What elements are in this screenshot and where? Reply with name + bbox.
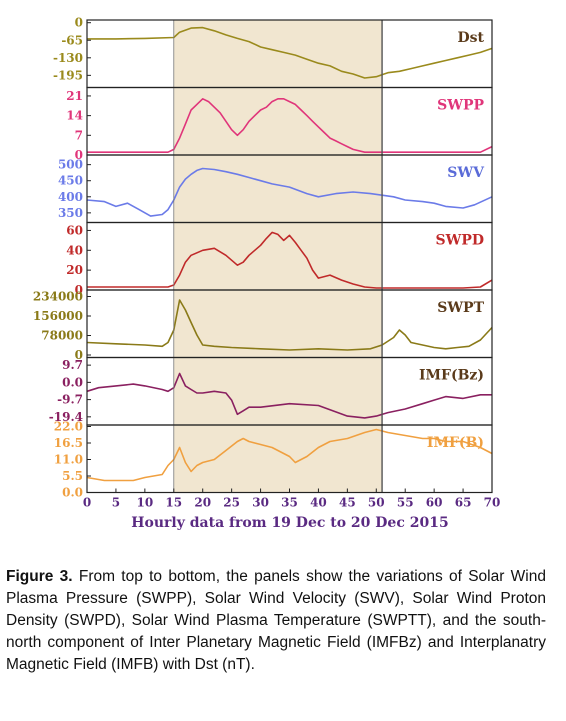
y-tick-label: 156000 bbox=[33, 309, 83, 323]
x-tick-label: 15 bbox=[165, 496, 182, 510]
y-tick-label: 14 bbox=[66, 109, 83, 123]
series-line bbox=[87, 26, 493, 79]
y-tick-label: -130 bbox=[53, 51, 83, 65]
y-tick-label: 22.0 bbox=[54, 420, 83, 434]
y-tick-label: 7 bbox=[75, 128, 83, 142]
x-tick-label: 40 bbox=[310, 496, 327, 510]
x-tick-label: 5 bbox=[112, 496, 120, 510]
series-line bbox=[86, 299, 493, 351]
event-highlight-band bbox=[173, 20, 383, 493]
x-tick-label: 55 bbox=[397, 496, 414, 510]
y-tick-label: 400 bbox=[58, 190, 83, 204]
y-tick-label: 40 bbox=[66, 243, 83, 257]
figure-label: Figure 3. bbox=[6, 568, 73, 585]
y-tick-label: -65 bbox=[61, 33, 83, 47]
series-line bbox=[86, 167, 493, 217]
panel-imf-bz: 9.7 0.0 -9.7 -19.4 IMF(Bz) bbox=[49, 356, 493, 426]
panel-swpd: 60 40 20 0 SWPD bbox=[66, 221, 493, 297]
panel-title: SWPP bbox=[437, 98, 484, 114]
figure-caption-text: From top to bottom, the panels show the … bbox=[6, 568, 546, 673]
y-tick-label: 0 bbox=[75, 16, 83, 30]
series-line bbox=[86, 428, 493, 482]
y-tick-label: 350 bbox=[58, 206, 83, 220]
x-tick-label: 30 bbox=[252, 496, 269, 510]
y-tick-label: 21 bbox=[66, 89, 83, 103]
x-tick-label: 10 bbox=[137, 496, 154, 510]
panel-title: Dst bbox=[458, 30, 485, 46]
x-axis: 0 5 10 15 20 25 30 35 40 45 50 55 60 65 70 bbox=[83, 488, 501, 510]
x-tick-label: 65 bbox=[455, 496, 472, 510]
y-tick-label: 0 bbox=[75, 283, 83, 297]
y-tick-label: -19.4 bbox=[49, 410, 83, 424]
x-tick-label: 25 bbox=[223, 496, 240, 510]
y-tick-label: 0.0 bbox=[62, 375, 83, 389]
y-tick-label: 234000 bbox=[33, 290, 83, 304]
y-tick-label: 0 bbox=[75, 348, 83, 362]
x-tick-label: 35 bbox=[281, 496, 298, 510]
y-tick-label: 9.7 bbox=[62, 358, 83, 372]
panel-title: IMF(Bz) bbox=[419, 368, 484, 384]
y-tick-label: 20 bbox=[66, 263, 83, 277]
y-tick-label: 16.5 bbox=[54, 436, 83, 450]
y-tick-label: -195 bbox=[53, 68, 83, 82]
chart-panels: 0-65-130-195Dst211470SWPP500450400350SWV… bbox=[33, 16, 493, 500]
y-tick-label: 5.5 bbox=[62, 469, 83, 483]
y-tick-label: 60 bbox=[66, 223, 83, 237]
x-tick-label: 50 bbox=[368, 496, 385, 510]
series-line bbox=[87, 98, 493, 153]
y-tick-label: 0.0 bbox=[62, 486, 83, 500]
x-tick-label: 60 bbox=[426, 496, 443, 510]
panel-title: SWPD bbox=[435, 233, 484, 249]
y-tick-label: -9.7 bbox=[57, 393, 83, 407]
panel-title: SWV bbox=[447, 165, 485, 181]
y-tick-label: 11.0 bbox=[54, 453, 83, 467]
panel-dst: 0 -65 -130 -195 Dst bbox=[53, 16, 493, 89]
solar-wind-multipanel-chart: 0-65-130-195Dst211470SWPP500450400350SWV… bbox=[33, 16, 501, 531]
figure-caption: Figure 3. From top to bottom, the panels… bbox=[6, 566, 546, 676]
x-tick-label: 45 bbox=[339, 496, 356, 510]
panel-title: IMF(B) bbox=[427, 435, 484, 451]
y-tick-label: 78000 bbox=[41, 329, 83, 343]
y-tick-label: 0 bbox=[75, 148, 83, 162]
x-tick-label: 70 bbox=[484, 496, 501, 510]
y-tick-label: 500 bbox=[58, 158, 83, 172]
x-tick-label: 0 bbox=[83, 496, 91, 510]
y-tick-label: 450 bbox=[58, 174, 83, 188]
panel-title: SWPT bbox=[437, 300, 484, 316]
series-line bbox=[86, 372, 492, 419]
panel-swpp: 21 14 7 0 SWPP bbox=[66, 86, 493, 162]
x-tick-label: 20 bbox=[194, 496, 211, 510]
series-line bbox=[87, 231, 493, 289]
x-axis-label: Hourly data from 19 Dec to 20 Dec 2015 bbox=[131, 515, 448, 531]
